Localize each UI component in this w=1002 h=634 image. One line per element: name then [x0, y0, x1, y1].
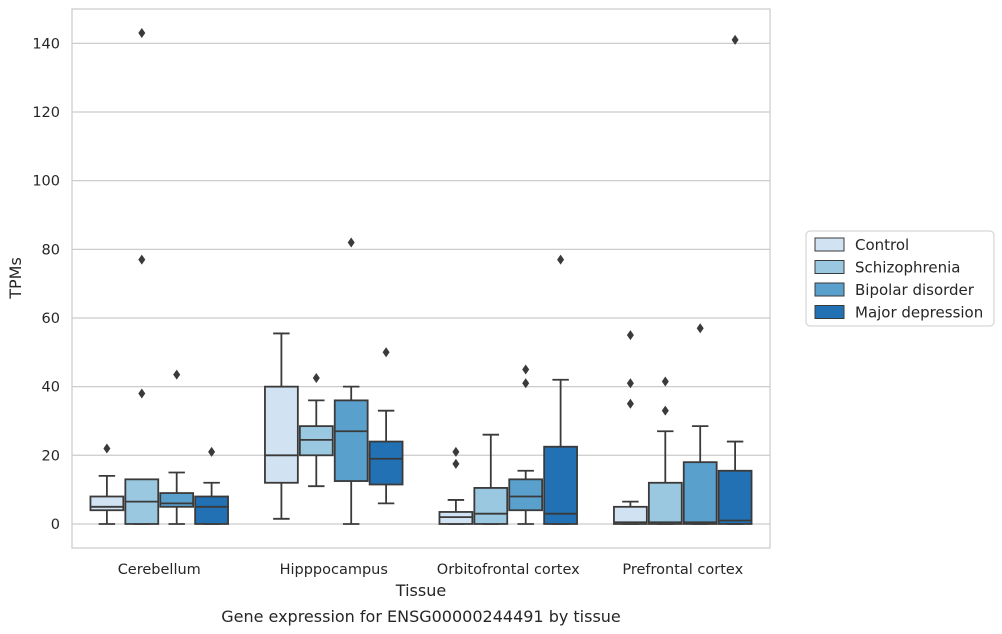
chart-caption: Gene expression for ENSG00000244491 by t…: [221, 607, 621, 626]
y-tick-label: 140: [32, 36, 60, 52]
plot-area: [71, 8, 771, 549]
box-3: [333, 237, 369, 525]
box-4: [543, 254, 578, 525]
legend-swatch: [814, 282, 845, 297]
box-2: [298, 373, 334, 488]
legend-frame: [805, 230, 995, 327]
outlier-marker: [696, 323, 704, 334]
iqr-box: [647, 481, 683, 525]
iqr-box: [543, 445, 578, 525]
x-tick-labels: Cerebellum Hipppocampus Orbitofrontal cort…: [118, 562, 744, 578]
iqr-box: [368, 440, 404, 486]
legend-label: Schizophrenia: [855, 259, 960, 277]
box-1: [438, 446, 474, 525]
legend-swatch: [814, 260, 845, 274]
outlier-marker: [452, 458, 460, 469]
legend-label: Major depression: [855, 304, 983, 322]
outlier-marker: [312, 373, 320, 384]
iqr-box: [333, 399, 369, 482]
outlier-marker: [661, 405, 669, 416]
box-2: [647, 376, 683, 525]
y-tick-label: 100: [32, 174, 60, 190]
outlier-marker: [626, 330, 634, 341]
iqr-box: [682, 461, 718, 525]
outlier-marker: [103, 443, 111, 454]
box-3: [159, 369, 195, 525]
legend-label: Control: [855, 236, 909, 254]
y-tick-label: 60: [42, 311, 60, 327]
box-4: [194, 446, 229, 525]
outlier-marker: [173, 369, 181, 380]
boxes: [89, 28, 753, 525]
legend-label: Bipolar disorder: [855, 281, 975, 299]
box-4: [368, 347, 404, 505]
outlier-marker: [661, 376, 669, 387]
iqr-box: [264, 385, 299, 484]
legend-swatch: [814, 305, 845, 319]
outlier-marker: [208, 446, 216, 457]
iqr-box: [613, 505, 648, 525]
iqr-box: [508, 478, 544, 512]
outlier-marker: [557, 254, 565, 265]
box-2: [473, 433, 509, 525]
legend: Control Schizophrenia Bipolar disorder Majo…: [805, 230, 995, 327]
box-1: [89, 443, 125, 525]
y-tick-label: 20: [42, 448, 60, 464]
outlier-marker: [731, 34, 739, 45]
box-4: [717, 34, 753, 525]
y-tick-label: 120: [32, 105, 60, 121]
iqr-box: [717, 469, 753, 525]
outlier-marker: [626, 398, 634, 409]
outlier-marker: [347, 237, 355, 248]
outlier-marker: [452, 446, 460, 457]
outlier-marker: [522, 364, 530, 375]
iqr-box: [194, 495, 229, 525]
y-tick-labels: 0 20 40 60 80 100 120 140: [32, 36, 60, 533]
legend-swatch: [814, 237, 845, 252]
y-tick-label: 0: [51, 517, 60, 533]
y-axis-label: TPMs: [6, 257, 25, 300]
iqr-box: [159, 492, 195, 508]
x-tick-label: Hipppocampus: [280, 562, 388, 578]
iqr-box: [89, 495, 125, 512]
box-1: [264, 332, 299, 520]
outlier-marker: [522, 378, 530, 389]
outlier-marker: [138, 28, 146, 39]
box-3: [682, 323, 718, 525]
outlier-marker: [626, 378, 634, 389]
x-axis-label: Tissue: [395, 581, 446, 600]
box-2: [124, 28, 160, 525]
outlier-marker: [138, 388, 146, 399]
iqr-box: [473, 487, 509, 525]
x-tick-label: Cerebellum: [118, 562, 201, 578]
x-tick-label: Orbitofrontal cortex: [437, 562, 580, 578]
x-tick-label: Prefrontal cortex: [622, 562, 743, 578]
box-3: [508, 364, 544, 525]
outlier-marker: [138, 254, 146, 265]
box-1: [613, 330, 648, 525]
y-tick-label: 80: [42, 242, 60, 258]
outlier-marker: [382, 347, 390, 358]
y-tick-label: 40: [42, 380, 60, 396]
